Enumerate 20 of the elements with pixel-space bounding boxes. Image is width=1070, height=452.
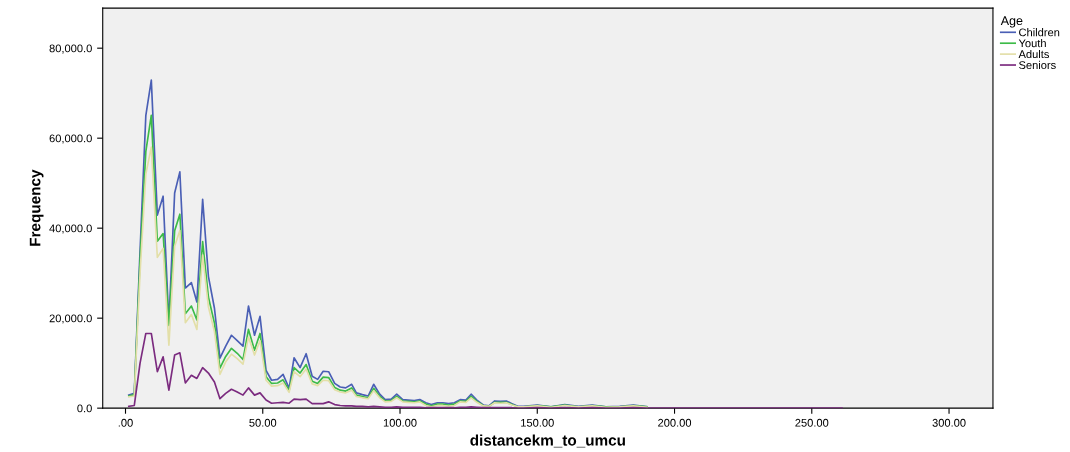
legend-label: Youth xyxy=(1018,39,1046,48)
x-tick-label: 200.00 xyxy=(658,418,692,427)
x-axis-title: distancekm_to_umcu xyxy=(470,434,625,448)
legend-title: Age xyxy=(1000,16,1023,28)
x-tick-label: 250.00 xyxy=(795,418,829,427)
legend-label: Adults xyxy=(1018,49,1049,59)
y-tick-label: 60,000.0 xyxy=(49,134,92,144)
y-tick-label: 40,000.0 xyxy=(49,224,92,234)
legend-label: Children xyxy=(1019,28,1060,37)
y-tick-label: 20,000.0 xyxy=(49,314,92,324)
legend-label: Seniors xyxy=(1019,60,1056,70)
x-tick-label: 100.00 xyxy=(383,418,417,427)
x-tick-label: .00 xyxy=(118,418,133,427)
x-tick-label: 150.00 xyxy=(521,418,554,427)
y-tick-label: 0.0 xyxy=(77,404,92,413)
x-tick-label: 50.00 xyxy=(249,418,277,427)
line-series xyxy=(127,332,843,409)
y-axis-title: Frequency xyxy=(29,169,44,246)
x-tick-label: 300.00 xyxy=(932,418,966,427)
y-tick-label: 80,000.0 xyxy=(49,44,92,54)
